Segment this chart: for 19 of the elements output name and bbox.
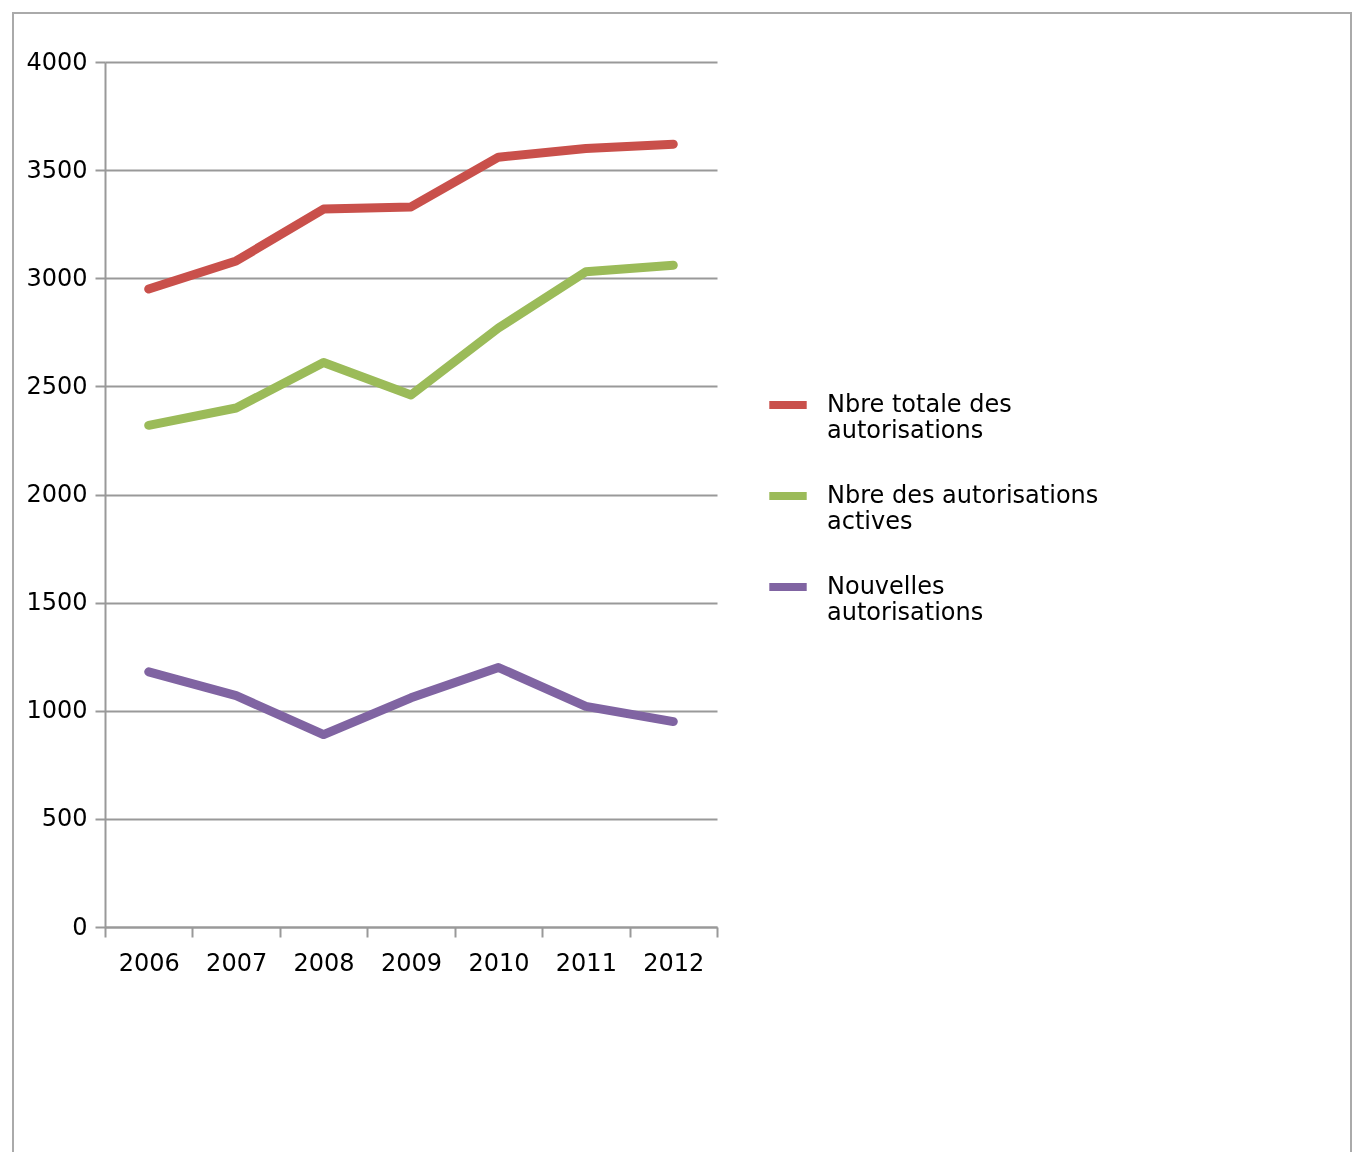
x-tick-label: 2007 (206, 948, 268, 977)
y-tick-label: 3000 (26, 263, 88, 292)
y-tick-label: 4000 (26, 47, 88, 76)
y-tick-label: 3500 (26, 155, 88, 184)
x-tick-label: 2011 (555, 948, 617, 977)
y-tick-label: 1500 (26, 588, 88, 617)
y-tick-label: 2500 (26, 371, 88, 400)
x-tick-label: 2006 (118, 948, 180, 977)
x-tick-label: 2010 (468, 948, 530, 977)
x-tick-label: 2012 (643, 948, 705, 977)
x-tick-label: 2009 (380, 948, 443, 977)
legend-label: Nouvelles autorisations (827, 572, 984, 626)
legend-label: Nbre des autorisations actives (827, 481, 1099, 535)
legend-label: Nbre totale des autorisations (827, 390, 1012, 444)
x-tick-label: 2008 (293, 948, 355, 977)
y-tick-label: 0 (72, 912, 88, 941)
y-tick-label: 500 (41, 804, 88, 833)
y-tick-label: 2000 (26, 480, 88, 508)
y-tick-label: 1000 (26, 696, 88, 725)
